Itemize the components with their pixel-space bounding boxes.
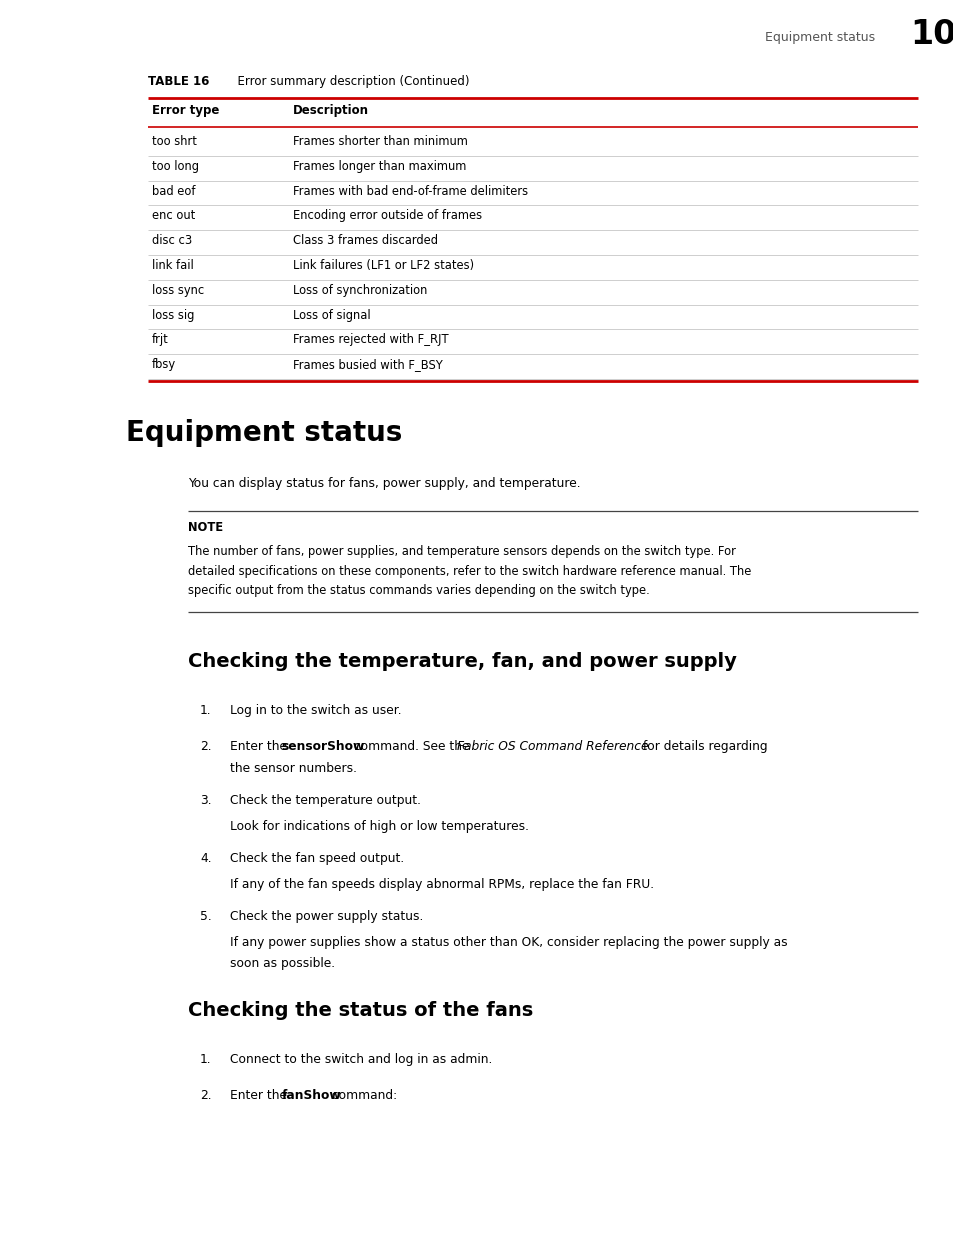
- Text: Enter the: Enter the: [230, 1088, 291, 1102]
- Text: The number of fans, power supplies, and temperature sensors depends on the switc: The number of fans, power supplies, and …: [188, 545, 735, 558]
- Text: 1.: 1.: [200, 704, 212, 716]
- Text: Check the power supply status.: Check the power supply status.: [230, 909, 423, 923]
- Text: frjt: frjt: [152, 333, 169, 346]
- Text: 5.: 5.: [200, 909, 212, 923]
- Text: specific output from the status commands varies depending on the switch type.: specific output from the status commands…: [188, 584, 649, 597]
- Text: If any power supplies show a status other than OK, consider replacing the power : If any power supplies show a status othe…: [230, 935, 787, 948]
- Text: fanShow: fanShow: [281, 1088, 341, 1102]
- Text: Log in to the switch as user.: Log in to the switch as user.: [230, 704, 401, 716]
- Text: Look for indications of high or low temperatures.: Look for indications of high or low temp…: [230, 820, 529, 832]
- Text: command:: command:: [328, 1088, 397, 1102]
- Text: Loss of signal: Loss of signal: [293, 309, 370, 321]
- Text: Link failures (LF1 or LF2 states): Link failures (LF1 or LF2 states): [293, 259, 474, 272]
- Text: bad eof: bad eof: [152, 184, 195, 198]
- Text: NOTE: NOTE: [188, 521, 223, 534]
- Text: the sensor numbers.: the sensor numbers.: [230, 762, 356, 774]
- Text: Equipment status: Equipment status: [764, 32, 874, 44]
- Text: Check the temperature output.: Check the temperature output.: [230, 794, 420, 806]
- Text: 4.: 4.: [200, 851, 212, 864]
- Text: detailed specifications on these components, refer to the switch hardware refere: detailed specifications on these compone…: [188, 564, 751, 578]
- Text: TABLE 16: TABLE 16: [148, 75, 209, 88]
- Text: disc c3: disc c3: [152, 235, 193, 247]
- Text: soon as possible.: soon as possible.: [230, 956, 335, 969]
- Text: link fail: link fail: [152, 259, 193, 272]
- Text: Frames busied with F_BSY: Frames busied with F_BSY: [293, 358, 442, 372]
- Text: loss sig: loss sig: [152, 309, 194, 321]
- Text: If any of the fan speeds display abnormal RPMs, replace the fan FRU.: If any of the fan speeds display abnorma…: [230, 878, 654, 890]
- Text: You can display status for fans, power supply, and temperature.: You can display status for fans, power s…: [188, 477, 580, 490]
- Text: 10: 10: [909, 19, 953, 52]
- Text: 3.: 3.: [200, 794, 212, 806]
- Text: too long: too long: [152, 159, 199, 173]
- Text: Equipment status: Equipment status: [126, 419, 402, 447]
- Text: Frames rejected with F_RJT: Frames rejected with F_RJT: [293, 333, 448, 346]
- Text: too shrt: too shrt: [152, 135, 196, 148]
- Text: loss sync: loss sync: [152, 284, 204, 296]
- Text: Connect to the switch and log in as admin.: Connect to the switch and log in as admi…: [230, 1052, 492, 1066]
- Text: sensorShow: sensorShow: [281, 740, 364, 752]
- Text: command. See the: command. See the: [349, 740, 473, 752]
- Text: Loss of synchronization: Loss of synchronization: [293, 284, 427, 296]
- Text: enc out: enc out: [152, 210, 195, 222]
- Text: Error summary description (Continued): Error summary description (Continued): [230, 75, 469, 88]
- Text: 2.: 2.: [200, 740, 212, 752]
- Text: for details regarding: for details regarding: [638, 740, 766, 752]
- Text: Frames with bad end-of-frame delimiters: Frames with bad end-of-frame delimiters: [293, 184, 528, 198]
- Text: fbsy: fbsy: [152, 358, 176, 372]
- Text: Checking the temperature, fan, and power supply: Checking the temperature, fan, and power…: [188, 652, 736, 671]
- Text: Frames shorter than minimum: Frames shorter than minimum: [293, 135, 467, 148]
- Text: Description: Description: [293, 104, 369, 117]
- Text: Frames longer than maximum: Frames longer than maximum: [293, 159, 466, 173]
- Text: Check the fan speed output.: Check the fan speed output.: [230, 851, 404, 864]
- Text: Error type: Error type: [152, 104, 219, 117]
- Text: 1.: 1.: [200, 1052, 212, 1066]
- Text: Encoding error outside of frames: Encoding error outside of frames: [293, 210, 481, 222]
- Text: 2.: 2.: [200, 1088, 212, 1102]
- Text: Class 3 frames discarded: Class 3 frames discarded: [293, 235, 437, 247]
- Text: Fabric OS Command Reference: Fabric OS Command Reference: [456, 740, 647, 752]
- Text: Enter the: Enter the: [230, 740, 291, 752]
- Text: Checking the status of the fans: Checking the status of the fans: [188, 1000, 533, 1020]
